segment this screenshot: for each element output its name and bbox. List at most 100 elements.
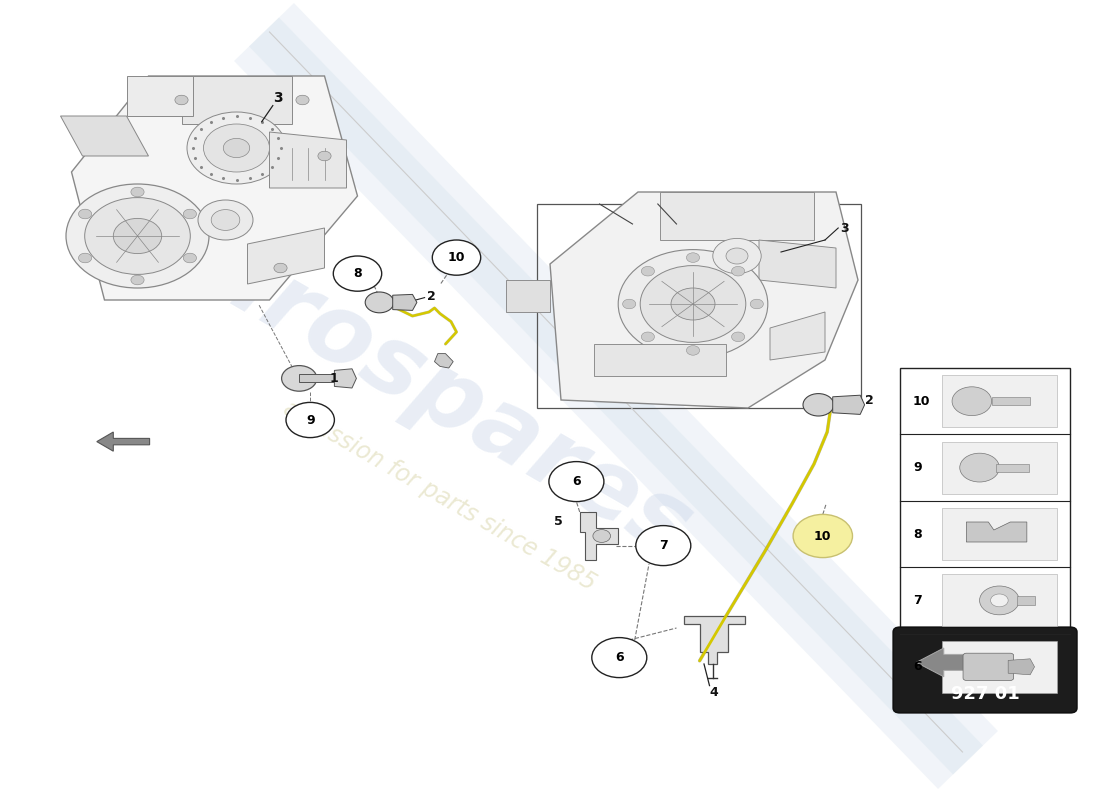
Circle shape — [85, 198, 190, 274]
Text: 7: 7 — [913, 594, 922, 607]
Text: a passion for parts since 1985: a passion for parts since 1985 — [279, 396, 601, 596]
Polygon shape — [770, 312, 825, 360]
Polygon shape — [72, 76, 358, 300]
Circle shape — [671, 288, 715, 320]
Bar — [942, 375, 1057, 427]
Polygon shape — [966, 522, 1026, 542]
Circle shape — [636, 526, 691, 566]
Bar — [992, 397, 1031, 405]
Text: 3: 3 — [840, 222, 849, 234]
Text: 6: 6 — [572, 475, 581, 488]
Polygon shape — [393, 294, 417, 310]
Bar — [1016, 595, 1034, 605]
Circle shape — [803, 394, 834, 416]
Circle shape — [223, 138, 250, 158]
Polygon shape — [248, 228, 324, 284]
Circle shape — [750, 299, 763, 309]
Polygon shape — [334, 369, 356, 388]
Polygon shape — [126, 76, 192, 116]
FancyBboxPatch shape — [964, 653, 1014, 680]
Circle shape — [549, 462, 604, 502]
Text: 3: 3 — [273, 91, 283, 106]
Bar — [299, 374, 338, 382]
Text: 10: 10 — [448, 251, 465, 264]
Circle shape — [78, 210, 91, 218]
Circle shape — [131, 187, 144, 197]
Circle shape — [618, 250, 768, 358]
Circle shape — [641, 266, 654, 276]
Circle shape — [274, 263, 287, 273]
Circle shape — [113, 218, 162, 254]
Polygon shape — [759, 240, 836, 288]
Circle shape — [991, 594, 1009, 606]
Bar — [942, 508, 1057, 560]
Text: eurospares: eurospares — [129, 190, 707, 578]
Circle shape — [66, 184, 209, 288]
Circle shape — [175, 95, 188, 105]
Bar — [942, 442, 1057, 494]
Circle shape — [131, 275, 144, 285]
Circle shape — [432, 240, 481, 275]
Polygon shape — [1008, 659, 1034, 675]
Circle shape — [333, 256, 382, 291]
Circle shape — [184, 253, 197, 262]
Polygon shape — [580, 512, 618, 560]
Circle shape — [732, 266, 745, 276]
Circle shape — [318, 151, 331, 161]
Circle shape — [726, 248, 748, 264]
Polygon shape — [97, 432, 150, 451]
Polygon shape — [833, 395, 865, 414]
Bar — [537, 204, 861, 408]
Polygon shape — [684, 616, 745, 664]
Polygon shape — [60, 116, 148, 156]
Text: 6: 6 — [913, 660, 922, 674]
Text: 2: 2 — [427, 290, 436, 302]
Circle shape — [78, 253, 91, 262]
Circle shape — [286, 402, 334, 438]
FancyBboxPatch shape — [893, 627, 1077, 713]
Polygon shape — [550, 192, 858, 408]
Text: 9: 9 — [306, 414, 315, 426]
Circle shape — [187, 112, 286, 184]
Circle shape — [980, 586, 1019, 614]
Circle shape — [713, 238, 761, 274]
Circle shape — [365, 292, 394, 313]
Text: 9: 9 — [913, 461, 922, 474]
Text: 10: 10 — [913, 394, 931, 408]
Circle shape — [296, 95, 309, 105]
Polygon shape — [506, 280, 550, 312]
Circle shape — [184, 210, 197, 218]
Text: 8: 8 — [913, 527, 922, 541]
Text: 7: 7 — [659, 539, 668, 552]
Text: 2: 2 — [865, 394, 873, 406]
Circle shape — [959, 453, 999, 482]
Circle shape — [686, 253, 700, 262]
Bar — [997, 464, 1030, 472]
Circle shape — [952, 386, 991, 415]
Text: 4: 4 — [710, 686, 718, 698]
Circle shape — [211, 210, 240, 230]
Polygon shape — [270, 132, 346, 188]
Circle shape — [593, 530, 611, 542]
Circle shape — [640, 266, 746, 342]
Text: 1: 1 — [330, 372, 339, 385]
Polygon shape — [594, 344, 726, 376]
Text: 6: 6 — [615, 651, 624, 664]
Polygon shape — [434, 354, 453, 368]
Polygon shape — [660, 192, 814, 240]
Polygon shape — [182, 76, 292, 124]
Circle shape — [282, 366, 317, 391]
Circle shape — [623, 299, 636, 309]
Text: 5: 5 — [554, 515, 563, 528]
Circle shape — [793, 514, 853, 558]
Bar — [900, 368, 1070, 700]
Circle shape — [641, 332, 654, 342]
Circle shape — [686, 346, 700, 355]
Circle shape — [732, 332, 745, 342]
Text: 10: 10 — [814, 530, 832, 542]
Circle shape — [198, 200, 253, 240]
Circle shape — [592, 638, 647, 678]
Polygon shape — [916, 648, 982, 677]
Text: 8: 8 — [353, 267, 362, 280]
Circle shape — [204, 124, 270, 172]
